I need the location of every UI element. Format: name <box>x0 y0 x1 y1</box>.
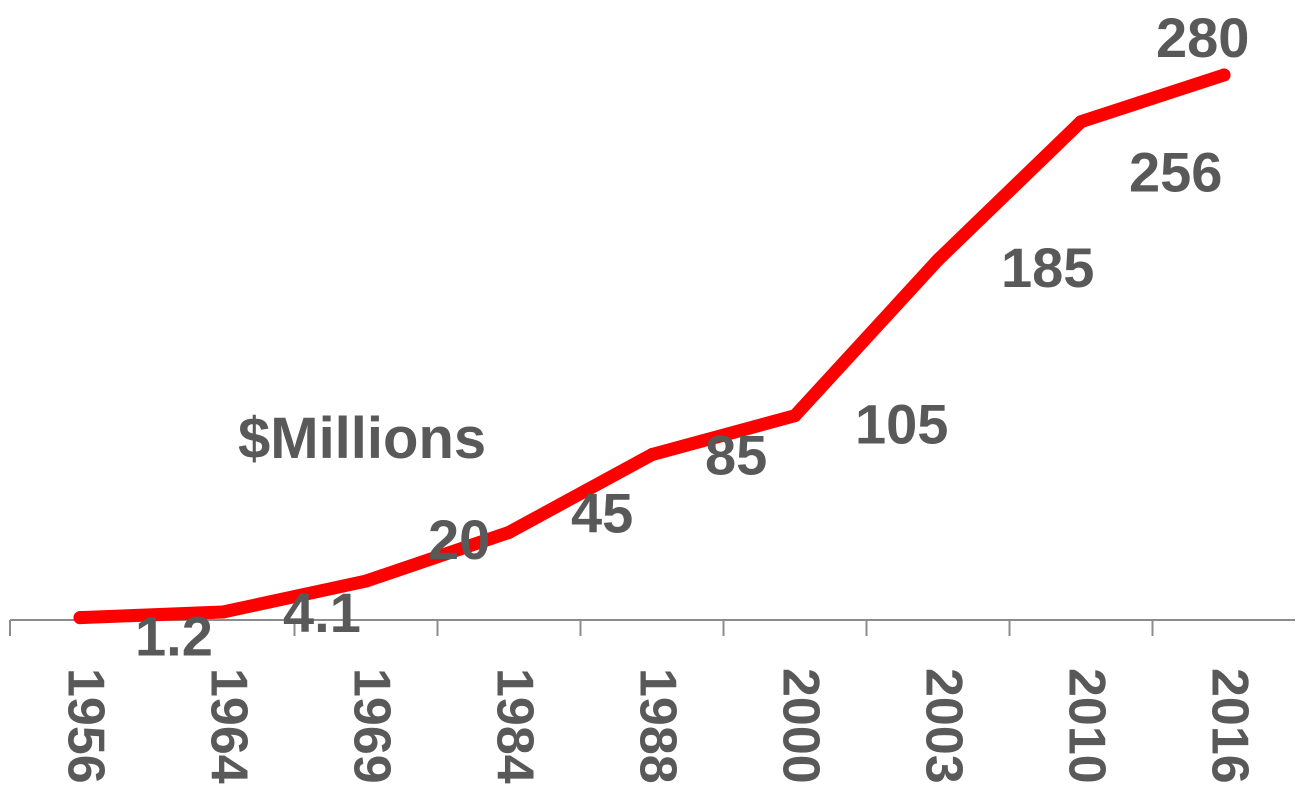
x-tick-label-2016: 2016 <box>1200 668 1258 784</box>
x-tick-label-1956: 1956 <box>56 668 114 784</box>
data-point-2003 <box>931 253 945 267</box>
unit-annotation: $Millions <box>238 406 486 471</box>
x-axis <box>9 619 1295 636</box>
x-tick-label-2010: 2010 <box>1057 668 1115 784</box>
data-label-group: 1.2 4.1 20 45 85 105 185 256 280 <box>135 6 1249 668</box>
data-label-2016: 280 <box>1156 6 1249 69</box>
data-label-1984: 45 <box>571 481 633 544</box>
series-line-group <box>73 68 1231 625</box>
data-label-2010: 256 <box>1129 141 1222 204</box>
tick-label-group: 1956 1964 1969 1984 1988 2000 2003 2010 2016 <box>56 668 1258 784</box>
data-point-1964 <box>216 605 230 619</box>
x-tick-label-1969: 1969 <box>342 668 400 784</box>
data-label-2003: 185 <box>1001 236 1094 299</box>
data-point-1956 <box>73 611 87 625</box>
data-point-1984 <box>502 525 516 539</box>
x-tick-label-2000: 2000 <box>771 668 829 784</box>
data-point-1969 <box>359 574 373 588</box>
x-tick-label-2003: 2003 <box>914 668 972 784</box>
data-point-1988 <box>645 448 659 462</box>
x-tick-label-1988: 1988 <box>628 668 686 784</box>
data-point-2000 <box>788 409 802 423</box>
data-point-2016 <box>1217 68 1231 82</box>
data-label-1964: 4.1 <box>283 581 361 644</box>
data-label-1988: 85 <box>705 424 767 487</box>
series-line <box>73 68 1231 625</box>
data-label-1956: 1.2 <box>135 605 213 668</box>
x-tick-label-1984: 1984 <box>485 668 543 784</box>
data-point-2010 <box>1074 115 1088 129</box>
x-tick-label-1964: 1964 <box>199 668 257 784</box>
data-label-1969: 20 <box>428 508 490 571</box>
data-label-2000: 105 <box>855 393 948 456</box>
